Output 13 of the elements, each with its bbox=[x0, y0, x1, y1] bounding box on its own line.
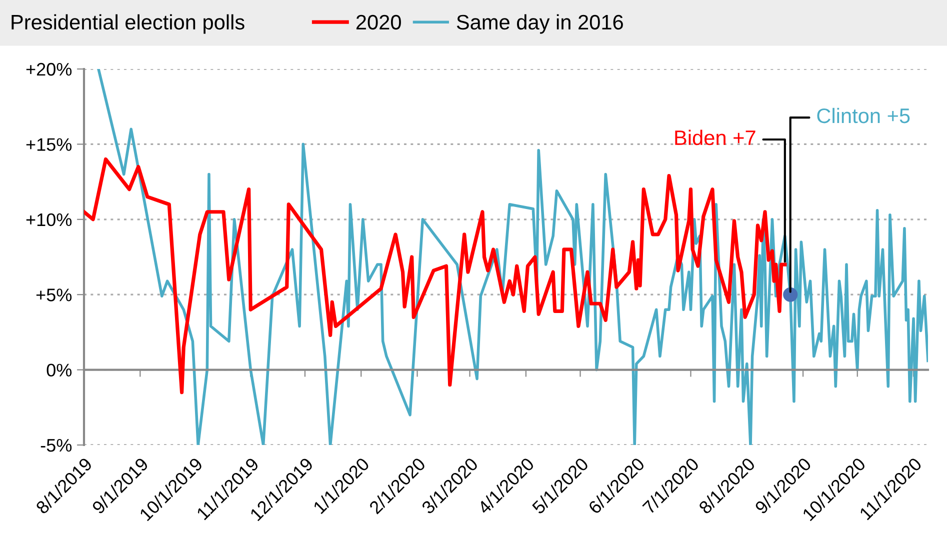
annotation: Biden +7 bbox=[675, 130, 756, 146]
legend-label: 2020 bbox=[356, 14, 401, 30]
legend-label: Same day in 2016 bbox=[456, 14, 623, 34]
y-tick-label: +5% bbox=[36, 288, 72, 302]
line-series bbox=[84, 157, 787, 394]
annotation: Clinton +5 bbox=[817, 108, 910, 124]
y-tick-label: +15% bbox=[26, 138, 72, 151]
y-tick-label: -5% bbox=[40, 439, 72, 452]
line-series bbox=[97, 69, 928, 445]
y-tick-label: +20% bbox=[26, 62, 72, 76]
chart-title: Presidential election polls bbox=[12, 14, 244, 34]
y-tick-label: 0% bbox=[46, 364, 72, 377]
y-tick-label: +10% bbox=[26, 213, 72, 226]
